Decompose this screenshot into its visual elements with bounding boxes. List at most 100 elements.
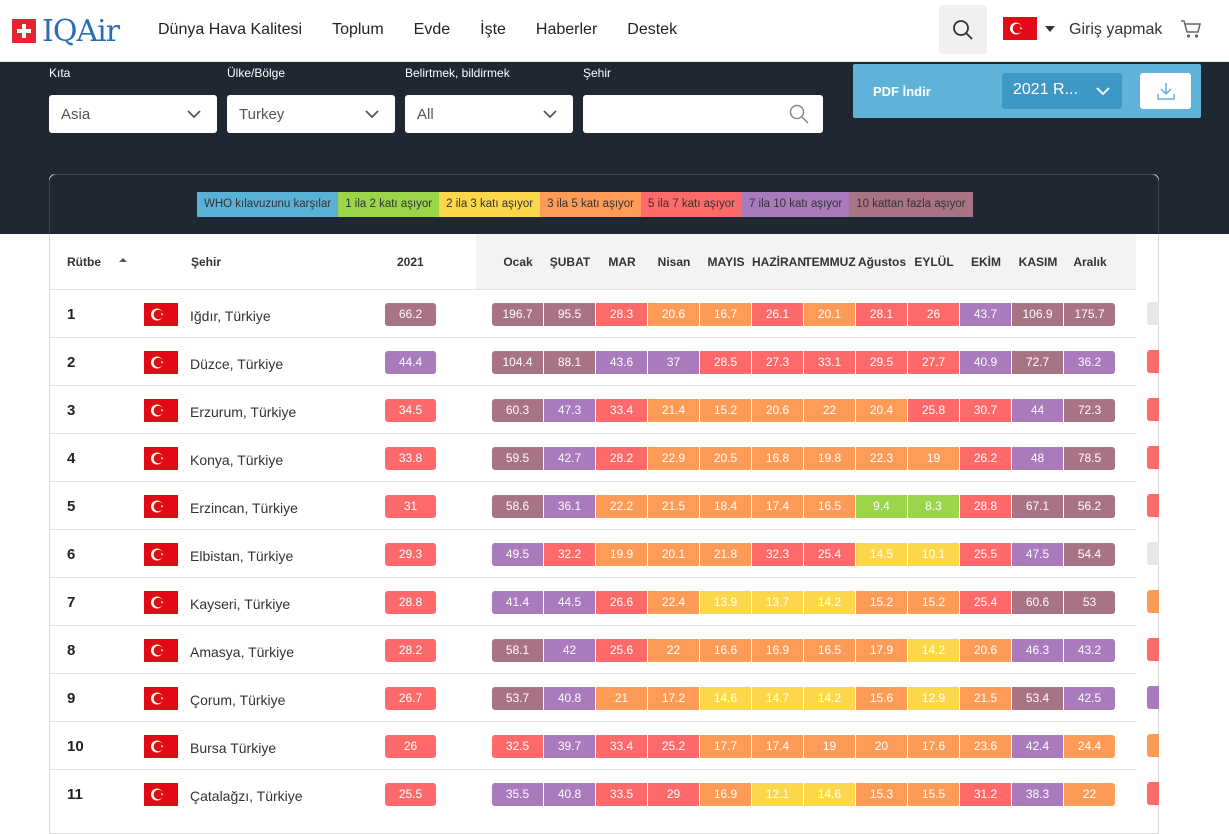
month-value: 19.9: [596, 543, 647, 566]
state-select[interactable]: All: [405, 95, 573, 133]
continent-select[interactable]: Asia: [49, 95, 217, 133]
col-month-header: MAR: [608, 255, 636, 269]
col-month-header: HAZİRAN: [752, 255, 806, 269]
sort-icon[interactable]: [118, 256, 128, 266]
col-rank-header[interactable]: Rütbe: [67, 255, 101, 269]
city-name[interactable]: Erzurum, Türkiye: [190, 404, 297, 420]
month-value: 17.7: [700, 735, 751, 758]
month-value: 12.1: [752, 783, 803, 806]
month-value: 40.8: [544, 687, 595, 710]
month-value: 16.9: [752, 639, 803, 662]
table-row[interactable]: 6 Elbistan, Türkiye 29.3 49.5 32.2 19.9 20.1 21…: [50, 529, 1136, 577]
month-value: 15.2: [856, 591, 907, 614]
scroll-edge-cell: [1147, 446, 1159, 469]
city-name[interactable]: Iğdır, Türkiye: [190, 308, 271, 324]
col-month-header: KASIM: [1018, 255, 1058, 269]
chevron-down-icon: [187, 110, 201, 119]
col-month-header: EKİM: [971, 255, 1001, 269]
month-value: 15.2: [908, 591, 959, 614]
month-value: 27.3: [752, 351, 803, 374]
pdf-download-button[interactable]: [1140, 73, 1191, 109]
city-name[interactable]: Kayseri, Türkiye: [190, 596, 291, 612]
month-value: 42: [544, 639, 595, 662]
annual-value: 25.5: [385, 783, 436, 806]
month-value: 16.9: [700, 783, 751, 806]
month-value: 21.4: [648, 399, 699, 422]
nav-work[interactable]: İşte: [480, 21, 506, 38]
turkey-flag-icon: [144, 687, 178, 710]
month-value: 39.7: [544, 735, 595, 758]
annual-value: 28.8: [385, 591, 436, 614]
month-value: 29.5: [856, 351, 907, 374]
month-value: 14.5: [856, 543, 907, 566]
month-value: 33.4: [596, 735, 647, 758]
scroll-edge-cell: [1147, 302, 1159, 325]
table-row[interactable]: 8 Amasya, Türkiye 28.2 58.1 42 25.6 22 16.6 16.9…: [50, 625, 1136, 673]
city-name[interactable]: Erzincan, Türkiye: [190, 500, 298, 516]
nav-world-air-quality[interactable]: Dünya Hava Kalitesi: [158, 21, 303, 38]
cart-icon[interactable]: [1180, 18, 1202, 45]
annual-value: 33.8: [385, 447, 436, 470]
month-value: 58.1: [492, 639, 543, 662]
month-value: 20.6: [648, 303, 699, 326]
rank-value: 3: [67, 402, 76, 419]
table-row[interactable]: 7 Kayseri, Türkiye 28.8 41.4 44.5 26.6 22.4 13.…: [50, 577, 1136, 625]
month-value: 17.9: [856, 639, 907, 662]
month-value: 28.1: [856, 303, 907, 326]
scroll-edge-cell: [1147, 638, 1159, 661]
table-row[interactable]: 1 Iğdır, Türkiye 66.2 196.7 95.5 28.3 20.6 16.7…: [50, 289, 1136, 337]
month-value: 43.7: [960, 303, 1011, 326]
table-row[interactable]: 2 Düzce, Türkiye 44.4 104.4 88.1 43.6 37 28.5 27…: [50, 337, 1136, 385]
city-name[interactable]: Çorum, Türkiye: [190, 692, 286, 708]
month-value: 14.2: [804, 687, 855, 710]
table-row[interactable]: 3 Erzurum, Türkiye 34.5 60.3 47.3 33.4 21.4 15.…: [50, 385, 1136, 433]
table-row[interactable]: 4 Konya, Türkiye 33.8 59.5 42.7 28.2 22.9 20.5 1…: [50, 433, 1136, 481]
month-value: 30.7: [960, 399, 1011, 422]
city-name[interactable]: Çatalağzı, Türkiye: [190, 788, 303, 804]
annual-value: 28.2: [385, 639, 436, 662]
month-value: 21.5: [960, 687, 1011, 710]
login-link[interactable]: Giriş yapmak: [1069, 21, 1163, 38]
country-select[interactable]: Turkey: [227, 95, 395, 133]
turkey-flag-icon: [144, 447, 178, 470]
nav-community[interactable]: Toplum: [332, 21, 384, 38]
month-value: 20.4: [856, 399, 907, 422]
month-value: 16.5: [804, 639, 855, 662]
city-name[interactable]: Konya, Türkiye: [190, 452, 284, 468]
turkey-flag-icon: [1003, 17, 1037, 40]
turkey-flag-icon: [144, 495, 178, 518]
month-value: 95.5: [544, 303, 595, 326]
month-value: 25.6: [596, 639, 647, 662]
nav-news[interactable]: Haberler: [535, 21, 598, 38]
table-row[interactable]: 11 Çatalağzı, Türkiye 25.5 35.5 40.8 33.5 29 16…: [50, 769, 1136, 817]
table-row[interactable]: 5 Erzincan, Türkiye 31 58.6 36.1 22.2 21.5 18.4…: [50, 481, 1136, 529]
nav-home[interactable]: Evde: [413, 21, 451, 38]
month-value: 21.8: [700, 543, 751, 566]
city-name[interactable]: Düzce, Türkiye: [190, 356, 284, 372]
month-value: 17.4: [752, 495, 803, 518]
month-value: 43.6: [596, 351, 647, 374]
language-selector[interactable]: [1003, 17, 1055, 40]
month-value: 15.5: [908, 783, 959, 806]
annual-value: 31: [385, 495, 436, 518]
table-row[interactable]: 10 Bursa Türkiye 26 32.5 39.7 33.4 25.2 17.7 17.…: [50, 721, 1136, 769]
month-value: 20.1: [804, 303, 855, 326]
city-name[interactable]: Elbistan, Türkiye: [190, 548, 294, 564]
report-year-select[interactable]: 2021 R...: [1002, 73, 1122, 109]
scroll-edge-cell: [1147, 686, 1159, 709]
col-month-header: Ocak: [503, 255, 533, 269]
header-search-button[interactable]: [939, 5, 987, 54]
iqair-logo[interactable]: IQAir: [12, 14, 120, 49]
state-value: All: [417, 106, 434, 123]
month-value: 28.5: [700, 351, 751, 374]
city-name[interactable]: Amasya, Türkiye: [190, 644, 294, 660]
city-name[interactable]: Bursa Türkiye: [190, 740, 277, 756]
nav-support[interactable]: Destek: [627, 21, 678, 38]
table-row[interactable]: 9 Çorum, Türkiye 26.7 53.7 40.8 21 17.2 14.6 14.…: [50, 673, 1136, 721]
chevron-down-icon: [365, 110, 379, 119]
search-icon[interactable]: [789, 104, 809, 124]
month-value: 9.4: [856, 495, 907, 518]
download-icon: [1156, 83, 1175, 100]
turkey-flag-icon: [144, 543, 178, 566]
city-search-input[interactable]: [583, 95, 823, 133]
